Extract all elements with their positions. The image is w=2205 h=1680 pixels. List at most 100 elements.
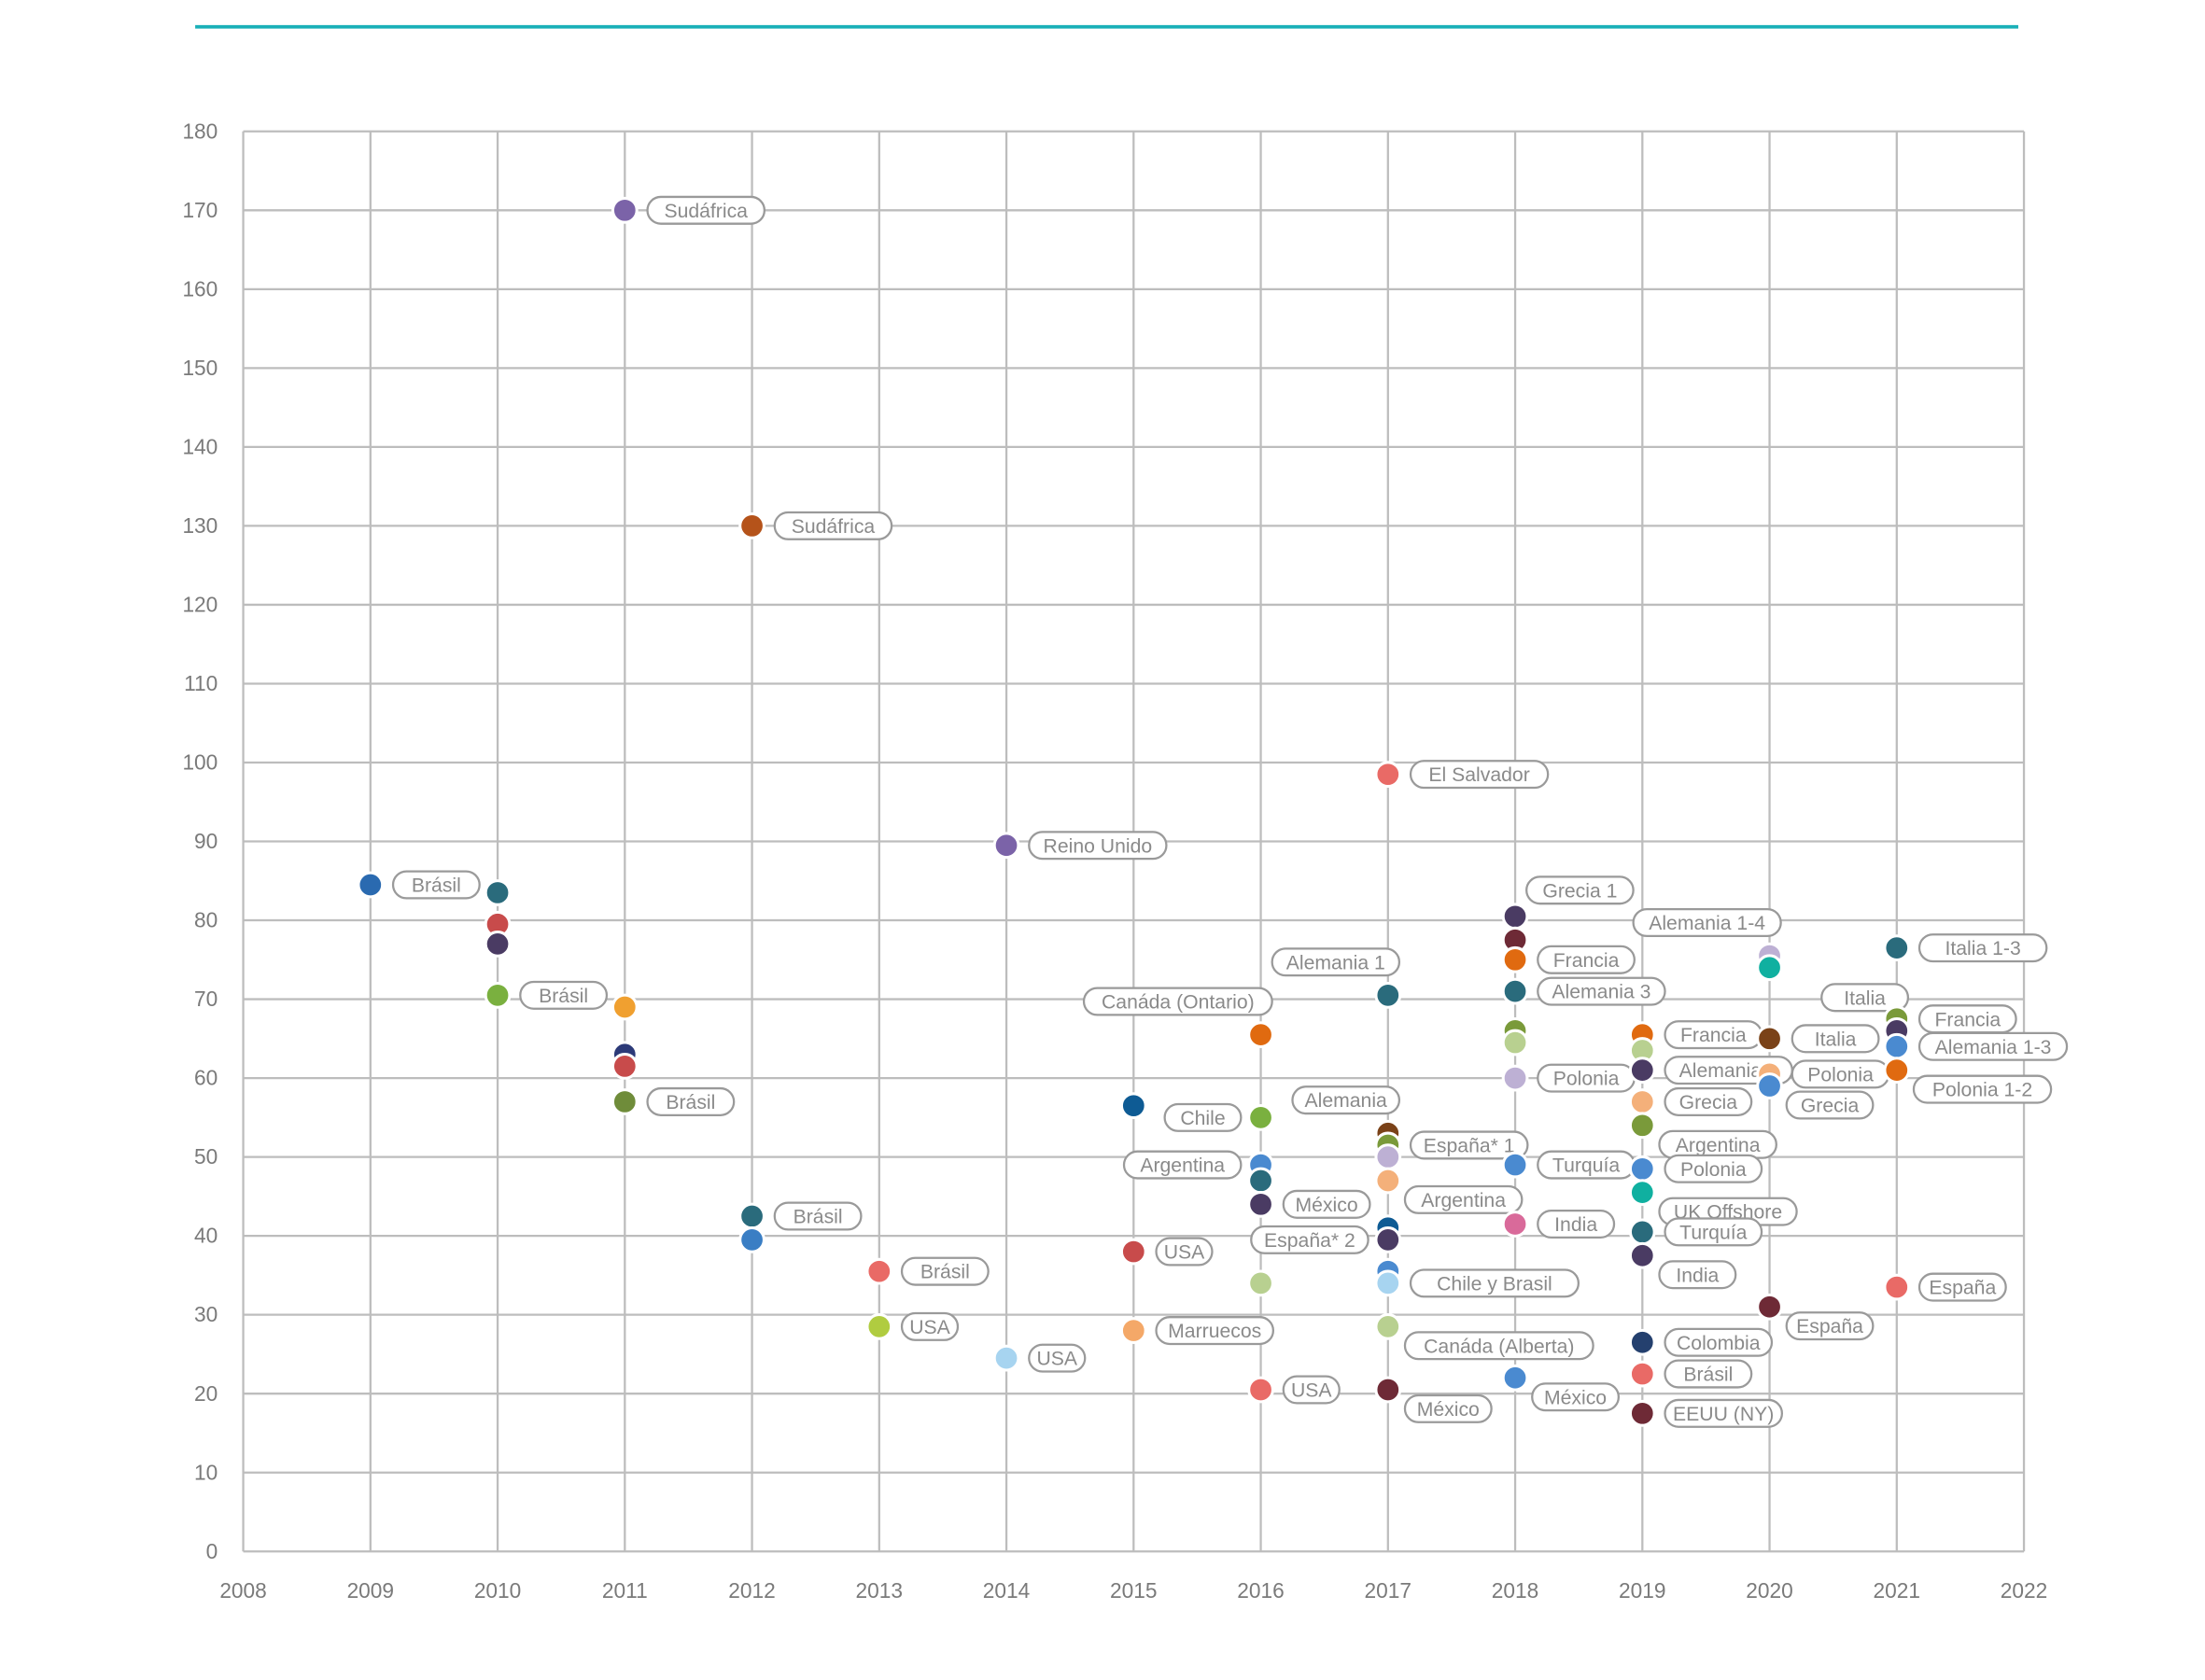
data-point [611, 196, 639, 224]
point-label: Italia 1-3 [1917, 933, 2048, 963]
data-point [1119, 1092, 1147, 1120]
data-point [992, 832, 1020, 860]
point-label-text: Alemania [1305, 1090, 1388, 1112]
point-label-text: Brásil [920, 1262, 970, 1283]
point-label: España [1785, 1311, 1875, 1341]
point-label-text: EEUU (NY) [1673, 1404, 1774, 1425]
label-pill [1028, 1343, 1087, 1373]
y-tick-label: 10 [194, 1460, 218, 1484]
data-points: Brásil Brásil Sudáfrica Brásil Sudáfrica Brás… [357, 195, 2069, 1428]
data-point [1628, 1057, 1656, 1085]
label-pill [1820, 983, 1910, 1013]
point-label-text: Grecia [1679, 1092, 1738, 1113]
point-label: Chile y Brasil [1409, 1268, 1580, 1298]
data-point [1501, 1064, 1529, 1092]
label-pill [1537, 1209, 1616, 1239]
point-label: Marruecos [1155, 1316, 1275, 1346]
data-point [1628, 1218, 1656, 1246]
y-tick-label: 0 [206, 1539, 218, 1563]
label-pill [900, 1311, 960, 1341]
data-point [1374, 1269, 1402, 1297]
point-label-text: Sudáfrica [792, 516, 876, 538]
x-tick-label: 2018 [1492, 1578, 1538, 1603]
label-pill [1537, 976, 1666, 1006]
label-pill [1785, 1090, 1875, 1120]
point-label-text: Brásil [412, 875, 461, 897]
point-label: Alemania 1-4 [1632, 907, 1782, 938]
x-tick-label: 2017 [1365, 1578, 1411, 1603]
point-label-text: Polonia [1553, 1069, 1620, 1090]
point-label-text: USA [1291, 1380, 1332, 1402]
data-point [1247, 1269, 1274, 1297]
y-tick-label: 40 [194, 1224, 218, 1248]
data-point [1756, 1025, 1783, 1053]
point-label-text: España* 2 [1264, 1230, 1355, 1252]
point-label: Brásil [1664, 1359, 1753, 1389]
label-pill [1632, 907, 1782, 938]
label-pill [773, 511, 893, 540]
data-point [484, 981, 512, 1009]
point-label: Polonia 1-2 [1912, 1074, 2053, 1104]
point-label-text: España* 1 [1424, 1136, 1515, 1157]
x-tick-label: 2014 [983, 1578, 1030, 1603]
data-point [1883, 1057, 1911, 1085]
point-label-text: Brásil [539, 986, 588, 1007]
data-point [1628, 1360, 1656, 1388]
point-label-text: Argentina [1421, 1190, 1506, 1211]
point-label: Grecia 1 [1525, 875, 1635, 905]
y-tick-label: 90 [194, 829, 218, 853]
point-label: Turquía [1664, 1217, 1763, 1247]
point-label: España [1917, 1272, 2007, 1302]
label-pill [1271, 947, 1401, 977]
label-pill [1122, 1150, 1243, 1180]
point-label-text: Italia 1-3 [1945, 938, 2021, 959]
point-label-text: Francia [1934, 1009, 2001, 1030]
y-tick-label: 100 [182, 750, 218, 775]
point-label: Brásil [391, 870, 481, 900]
data-point [738, 1202, 765, 1230]
point-label-text: Brásil [794, 1207, 843, 1228]
point-label-text: Alemania 1-3 [1935, 1037, 2052, 1058]
point-label-text: Canáda (Alberta) [1424, 1336, 1574, 1357]
data-point [1628, 1241, 1656, 1269]
x-tick-label: 2015 [1110, 1578, 1157, 1603]
label-pill [1917, 1031, 2069, 1061]
data-point [1119, 1238, 1147, 1266]
y-tick-label: 140 [182, 434, 218, 458]
point-label: Brásil [646, 1086, 736, 1116]
data-point [1883, 934, 1911, 962]
data-point [865, 1257, 893, 1285]
label-pill [1282, 1189, 1371, 1219]
point-label: Alemania 1-3 [1917, 1031, 2069, 1061]
point-label-text: Alemania 3 [1679, 1060, 1778, 1082]
point-label: Brásil [900, 1256, 990, 1286]
point-label: USA [900, 1311, 960, 1341]
point-label-text: Reino Unido [1044, 835, 1153, 857]
y-tick-label: 110 [184, 671, 218, 695]
data-point [1374, 1143, 1402, 1170]
label-pill [1028, 831, 1168, 861]
point-label: USA [1155, 1237, 1214, 1267]
label-pill [1163, 1102, 1243, 1132]
point-label: Alemania 3 [1537, 976, 1666, 1006]
point-label-text: Polonia 1-2 [1932, 1080, 2032, 1101]
y-tick-label: 50 [194, 1144, 218, 1169]
data-point [738, 512, 765, 539]
y-tick-label: 180 [182, 119, 218, 143]
point-label-text: Polonia [1680, 1159, 1747, 1181]
data-point [1247, 1021, 1274, 1048]
data-point [1501, 945, 1529, 973]
y-tick-label: 160 [182, 276, 218, 301]
data-point [1756, 1293, 1783, 1321]
data-point [1501, 1151, 1529, 1179]
label-pill [1917, 933, 2048, 963]
label-pill [1282, 1375, 1341, 1405]
data-point [1883, 1273, 1911, 1301]
label-pill [1403, 1184, 1524, 1214]
point-label-text: USA [909, 1317, 950, 1338]
y-tick-label: 20 [194, 1381, 218, 1406]
point-label: Polonia [1664, 1154, 1763, 1183]
data-point [611, 993, 639, 1021]
point-label: India [1658, 1260, 1737, 1290]
point-label-text: Grecia 1 [1542, 880, 1617, 902]
